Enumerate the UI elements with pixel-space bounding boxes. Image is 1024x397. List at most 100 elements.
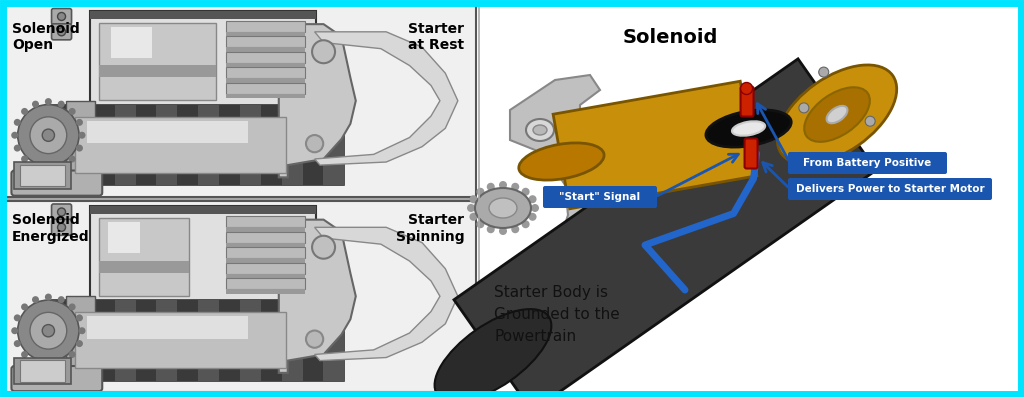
Bar <box>324 300 344 380</box>
Circle shape <box>79 327 85 334</box>
Bar <box>225 47 305 52</box>
Bar <box>199 104 219 185</box>
Circle shape <box>13 314 20 321</box>
Text: Delivers Power to Starter Motor: Delivers Power to Starter Motor <box>796 184 984 194</box>
Text: Starter Body is
Grounded to the
Powertrain: Starter Body is Grounded to the Powertra… <box>495 285 620 345</box>
Circle shape <box>76 314 83 321</box>
Bar <box>5 200 476 392</box>
Bar <box>99 261 189 273</box>
Circle shape <box>740 83 753 94</box>
FancyBboxPatch shape <box>11 366 102 391</box>
Bar <box>225 94 305 98</box>
Circle shape <box>22 351 28 358</box>
Bar <box>225 21 305 32</box>
Circle shape <box>499 227 507 235</box>
Bar <box>225 83 305 94</box>
Circle shape <box>76 145 83 152</box>
Ellipse shape <box>777 65 897 164</box>
Bar <box>99 218 189 296</box>
Circle shape <box>13 340 20 347</box>
FancyBboxPatch shape <box>788 178 992 200</box>
Bar <box>282 300 302 380</box>
Polygon shape <box>279 24 355 177</box>
Bar <box>225 232 305 243</box>
Bar <box>177 300 199 380</box>
Bar <box>225 243 305 247</box>
FancyBboxPatch shape <box>51 204 72 220</box>
Bar <box>225 67 305 78</box>
Bar <box>240 104 261 185</box>
Text: Starter
Spinning: Starter Spinning <box>395 214 464 244</box>
Circle shape <box>45 166 52 172</box>
Circle shape <box>32 296 39 303</box>
Circle shape <box>45 361 52 368</box>
Circle shape <box>528 213 537 221</box>
Bar <box>135 104 157 185</box>
Bar <box>225 52 305 63</box>
Bar <box>52 104 344 185</box>
Bar <box>177 104 199 185</box>
Circle shape <box>22 108 28 115</box>
Circle shape <box>57 296 65 303</box>
Circle shape <box>521 188 529 196</box>
Bar <box>90 11 316 19</box>
Bar <box>261 104 282 185</box>
Circle shape <box>306 135 324 152</box>
Circle shape <box>511 183 519 191</box>
Bar <box>99 23 216 100</box>
Bar <box>225 36 305 47</box>
Circle shape <box>45 98 52 105</box>
Circle shape <box>528 195 537 203</box>
Ellipse shape <box>489 198 517 218</box>
Text: Solenoid
Open: Solenoid Open <box>12 22 80 52</box>
Polygon shape <box>314 32 458 165</box>
Bar <box>115 300 135 380</box>
Circle shape <box>312 236 335 259</box>
Circle shape <box>17 300 79 361</box>
Bar <box>14 162 71 189</box>
Bar <box>56 306 83 359</box>
Circle shape <box>42 129 54 141</box>
Circle shape <box>486 225 495 233</box>
Bar <box>20 360 66 382</box>
Bar <box>20 165 66 186</box>
Ellipse shape <box>475 188 531 228</box>
FancyBboxPatch shape <box>543 186 657 208</box>
Ellipse shape <box>826 106 848 123</box>
Bar <box>52 104 73 185</box>
Circle shape <box>30 312 67 349</box>
Bar <box>225 32 305 36</box>
Bar <box>115 104 135 185</box>
Bar <box>5 5 476 392</box>
Text: Solenoid
Energized: Solenoid Energized <box>12 214 90 244</box>
Bar <box>52 300 344 380</box>
Bar <box>76 312 286 368</box>
Text: "Start" Signal: "Start" Signal <box>559 192 641 202</box>
Bar <box>73 300 94 380</box>
Bar <box>302 300 324 380</box>
Bar <box>324 104 344 185</box>
Bar <box>199 300 219 380</box>
Circle shape <box>30 117 67 154</box>
Bar <box>94 300 115 380</box>
Circle shape <box>69 303 76 310</box>
Circle shape <box>57 28 66 36</box>
Circle shape <box>32 101 39 108</box>
FancyBboxPatch shape <box>744 139 758 168</box>
FancyBboxPatch shape <box>51 219 72 235</box>
Circle shape <box>469 213 477 221</box>
Bar <box>302 104 324 185</box>
Bar <box>87 316 248 339</box>
Bar <box>76 117 286 173</box>
Bar <box>90 206 316 214</box>
Bar <box>225 274 305 278</box>
Bar <box>157 104 177 185</box>
Circle shape <box>69 156 76 162</box>
Bar <box>135 300 157 380</box>
Circle shape <box>57 101 65 108</box>
Circle shape <box>476 188 484 196</box>
Bar <box>56 110 83 164</box>
Circle shape <box>469 195 477 203</box>
Bar <box>261 300 282 380</box>
Text: Starter
at Rest: Starter at Rest <box>409 22 464 52</box>
